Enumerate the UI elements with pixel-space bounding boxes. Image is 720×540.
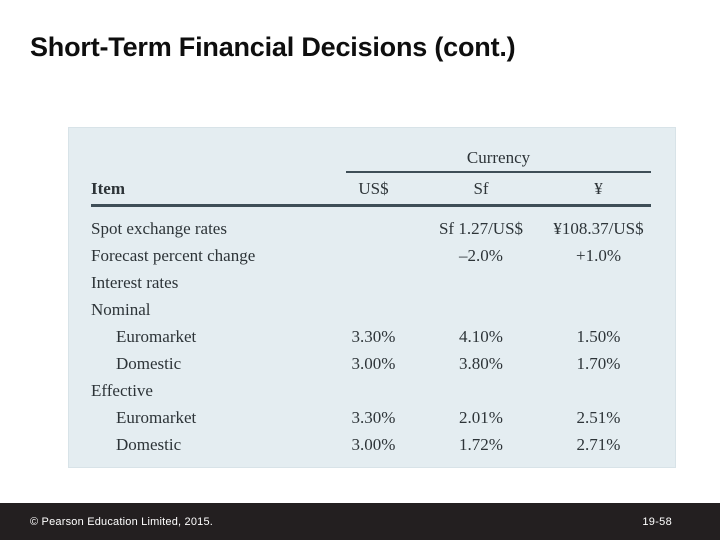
row-label: Spot exchange rates: [91, 219, 227, 238]
page-number: 19-58: [642, 515, 672, 528]
column-header-item: Item: [91, 179, 125, 198]
table-row: Euromarket 3.30% 2.01% 2.51%: [91, 404, 651, 431]
cell-yen: 2.71%: [576, 435, 621, 454]
row-label: Domestic: [116, 354, 182, 373]
currency-table: Currency Item US$ Sf ¥ Spot exchange rat…: [91, 148, 651, 458]
cell-usd: 3.30%: [351, 408, 396, 427]
cell-sf: [416, 377, 546, 404]
cell-sf: 1.72%: [459, 435, 503, 454]
row-label: Euromarket: [116, 327, 197, 346]
table-row: Interest rates: [91, 269, 651, 296]
cell-sf: 2.01%: [459, 408, 503, 427]
currency-group-header: Currency: [346, 148, 651, 173]
row-label: Forecast percent change: [91, 246, 256, 265]
group-header-spacer: [91, 148, 331, 173]
cell-usd: [331, 269, 416, 296]
table-row: Forecast percent change –2.0% +1.0%: [91, 242, 651, 269]
cell-sf: [416, 269, 546, 296]
table-row: Spot exchange rates Sf 1.27/US$ ¥108.37/…: [91, 215, 651, 242]
row-label: Nominal: [91, 300, 151, 319]
cell-yen: [546, 296, 651, 323]
table-row: Domestic 3.00% 3.80% 1.70%: [91, 350, 651, 377]
cell-sf: Sf 1.27/US$: [438, 219, 524, 238]
cell-usd: 3.30%: [351, 327, 396, 346]
table-row: Domestic 3.00% 1.72% 2.71%: [91, 431, 651, 458]
cell-sf: [416, 296, 546, 323]
row-label: Euromarket: [116, 408, 197, 427]
cell-sf: –2.0%: [459, 246, 503, 265]
cell-yen: 2.51%: [576, 408, 621, 427]
cell-yen: ¥108.37/US$: [553, 219, 644, 238]
cell-yen: 1.70%: [576, 354, 621, 373]
cell-usd: [331, 242, 416, 269]
row-label: Effective: [91, 381, 153, 400]
column-header-sf: Sf: [473, 179, 489, 198]
cell-usd: [331, 377, 416, 404]
cell-sf: 4.10%: [459, 327, 503, 346]
table-row: Effective: [91, 377, 651, 404]
cell-usd: 3.00%: [351, 354, 396, 373]
page-title: Short-Term Financial Decisions (cont.): [30, 32, 516, 62]
cell-yen: [546, 377, 651, 404]
table-group-header-row: Currency: [91, 148, 651, 173]
table-row: Euromarket 3.30% 4.10% 1.50%: [91, 323, 651, 350]
currency-table-panel: Currency Item US$ Sf ¥ Spot exchange rat…: [68, 127, 676, 468]
column-header-usd: US$: [358, 179, 389, 198]
row-label: Domestic: [116, 435, 182, 454]
copyright-text: © Pearson Education Limited, 2015.: [30, 515, 214, 528]
cell-usd: 3.00%: [351, 435, 396, 454]
row-label: Interest rates: [91, 273, 179, 292]
cell-yen: +1.0%: [576, 246, 621, 265]
column-header-yen: ¥: [594, 179, 603, 198]
table-row: Nominal: [91, 296, 651, 323]
cell-sf: 3.80%: [459, 354, 503, 373]
table-header-row: Item US$ Sf ¥: [91, 173, 651, 207]
cell-usd: [331, 296, 416, 323]
cell-usd: [331, 215, 416, 242]
cell-yen: 1.50%: [576, 327, 621, 346]
cell-yen: [546, 269, 651, 296]
table-body: Spot exchange rates Sf 1.27/US$ ¥108.37/…: [91, 215, 651, 458]
footer-bar: © Pearson Education Limited, 2015. 19-58: [0, 503, 720, 540]
